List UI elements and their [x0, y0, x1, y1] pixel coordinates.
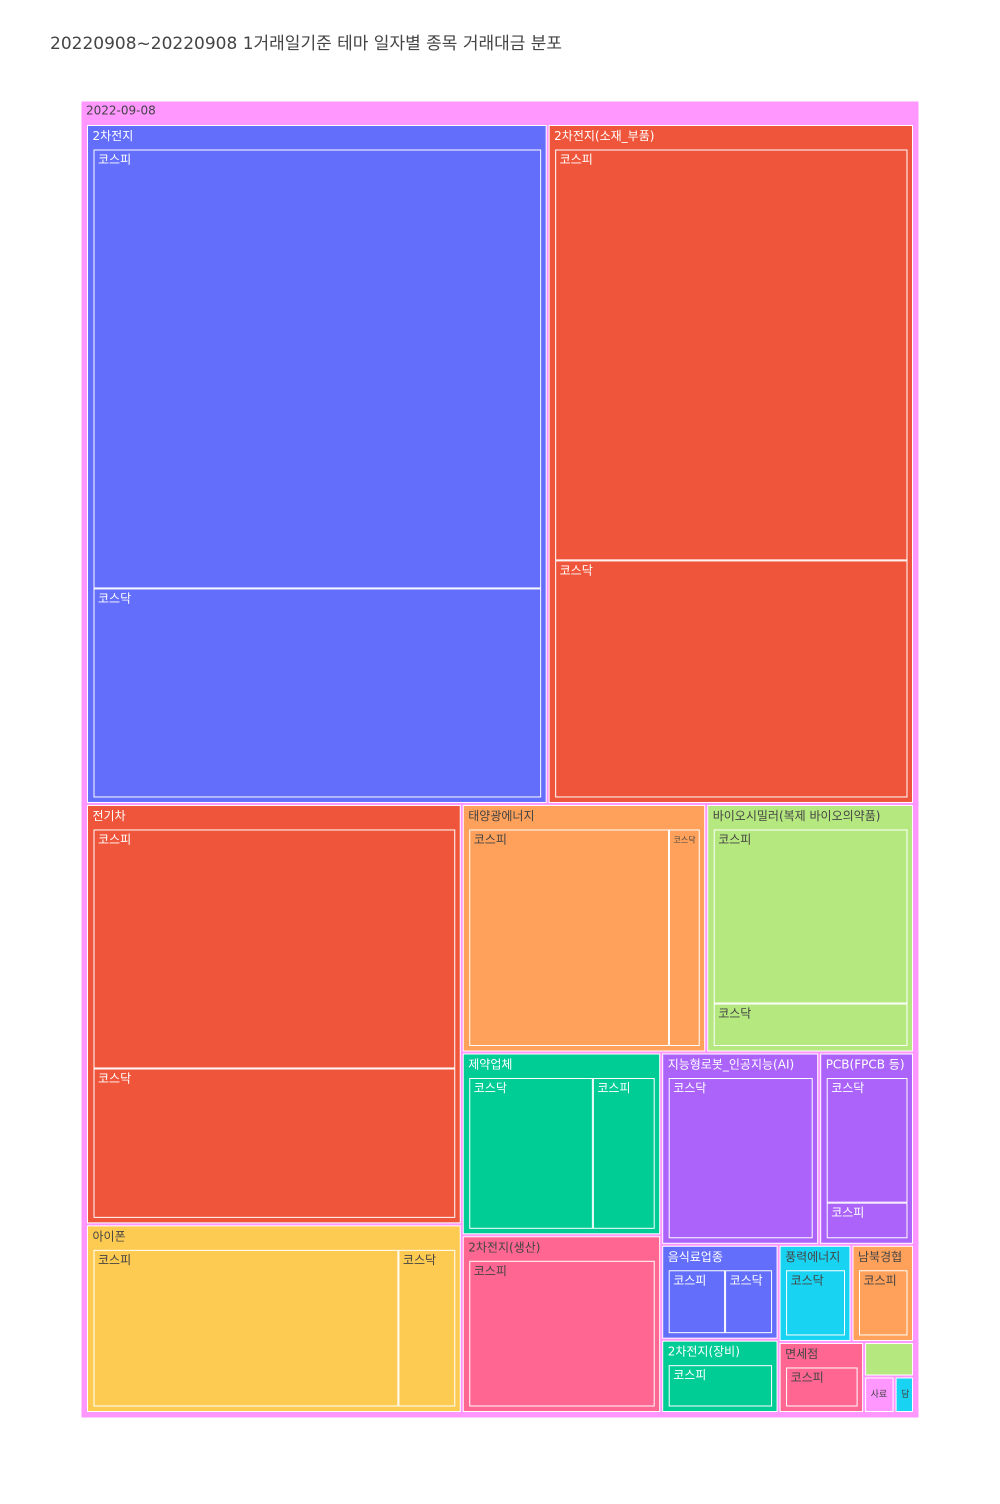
- theme-label: 담: [901, 1388, 909, 1400]
- theme-label: 풍력에너지: [785, 1250, 840, 1264]
- leaf-label: 코스닥: [831, 1081, 864, 1095]
- leaf-node: [93, 588, 542, 798]
- leaf-label: 코스피: [98, 1253, 131, 1267]
- leaf-node: [398, 1249, 456, 1407]
- theme-label: 2차전지(장비): [668, 1345, 740, 1359]
- leaf-label: 코스닥: [403, 1253, 436, 1267]
- leaf-label: 코스닥: [560, 563, 593, 577]
- leaf-label: 코스피: [474, 1264, 507, 1278]
- theme-label: 음식료업종: [668, 1250, 723, 1264]
- leaf-node: [826, 1078, 908, 1203]
- leaf-node: [93, 1068, 456, 1218]
- theme-label: 전기차: [93, 809, 126, 823]
- theme-label: 사료: [871, 1389, 888, 1400]
- leaf-node: [713, 829, 908, 1004]
- theme-label: 아이폰: [93, 1229, 126, 1243]
- leaf-node: [469, 1078, 593, 1229]
- leaf-node: [469, 1260, 655, 1407]
- leaf-node: [93, 149, 542, 589]
- leaf-node: [469, 829, 669, 1047]
- leaf-label: 코스닥: [718, 1007, 751, 1021]
- leaf-label: 코스피: [560, 153, 593, 167]
- theme-node: [865, 1377, 894, 1412]
- leaf-node: [93, 829, 456, 1069]
- theme-label: 지능형로봇_인공지능(AI): [668, 1058, 794, 1072]
- leaf-label: 코스닥: [673, 1081, 706, 1095]
- theme-label: 남북경협: [858, 1250, 902, 1264]
- leaf-node: [555, 560, 908, 798]
- leaf-label: 코스닥: [673, 834, 696, 844]
- leaf-label: 코스피: [791, 1370, 824, 1384]
- chart-title: 20220908~20220908 1거래일기준 테마 일자별 종목 거래대금 …: [50, 34, 562, 54]
- leaf-node: [555, 149, 908, 561]
- leaf-label: 코스닥: [474, 1081, 507, 1095]
- leaf-node: [786, 1367, 858, 1407]
- theme-node: [865, 1342, 914, 1376]
- theme-node: [895, 1377, 913, 1412]
- leaf-label: 코스피: [718, 832, 751, 846]
- leaf-label: 코스피: [597, 1081, 630, 1095]
- leaf-node: [592, 1078, 655, 1229]
- leaf-label: 코스피: [863, 1273, 896, 1287]
- theme-label: 2차전지(생산): [468, 1240, 540, 1254]
- leaf-node: [668, 1365, 773, 1407]
- theme-label: 제약업체: [468, 1057, 512, 1072]
- leaf-node: [725, 1270, 773, 1334]
- leaf-label: 코스피: [98, 832, 131, 846]
- theme-label: 바이오시밀러(복제 바이오의약품): [713, 808, 881, 823]
- leaf-label: 코스피: [673, 1273, 706, 1287]
- leaf-label: 코스닥: [98, 1071, 131, 1085]
- theme-label: 태양광에너지: [468, 809, 534, 823]
- leaf-label: 코스피: [831, 1206, 864, 1220]
- leaf-label: 코스닥: [98, 591, 131, 605]
- leaf-node: [826, 1202, 908, 1239]
- leaf-node: [713, 1003, 908, 1047]
- leaf-node: [93, 1249, 399, 1407]
- leaf-label: 코스피: [673, 1368, 706, 1382]
- leaf-node: [668, 829, 700, 1047]
- leaf-label: 코스피: [98, 153, 131, 167]
- leaf-label: 코스피: [474, 832, 507, 846]
- theme-label: 2차전지(소재_부품): [554, 129, 654, 143]
- root-label: 2022-09-08: [86, 104, 156, 118]
- theme-label: PCB(FPCB 등): [826, 1058, 905, 1072]
- leaf-label: 코스닥: [730, 1273, 763, 1287]
- leaf-node: [668, 1270, 726, 1334]
- leaf-node: [786, 1270, 845, 1336]
- theme-label: 면세점: [785, 1347, 818, 1361]
- leaf-node: [858, 1270, 908, 1336]
- theme-label: 2차전지: [93, 129, 134, 143]
- leaf-label: 코스닥: [791, 1273, 824, 1287]
- leaf-node: [668, 1078, 813, 1239]
